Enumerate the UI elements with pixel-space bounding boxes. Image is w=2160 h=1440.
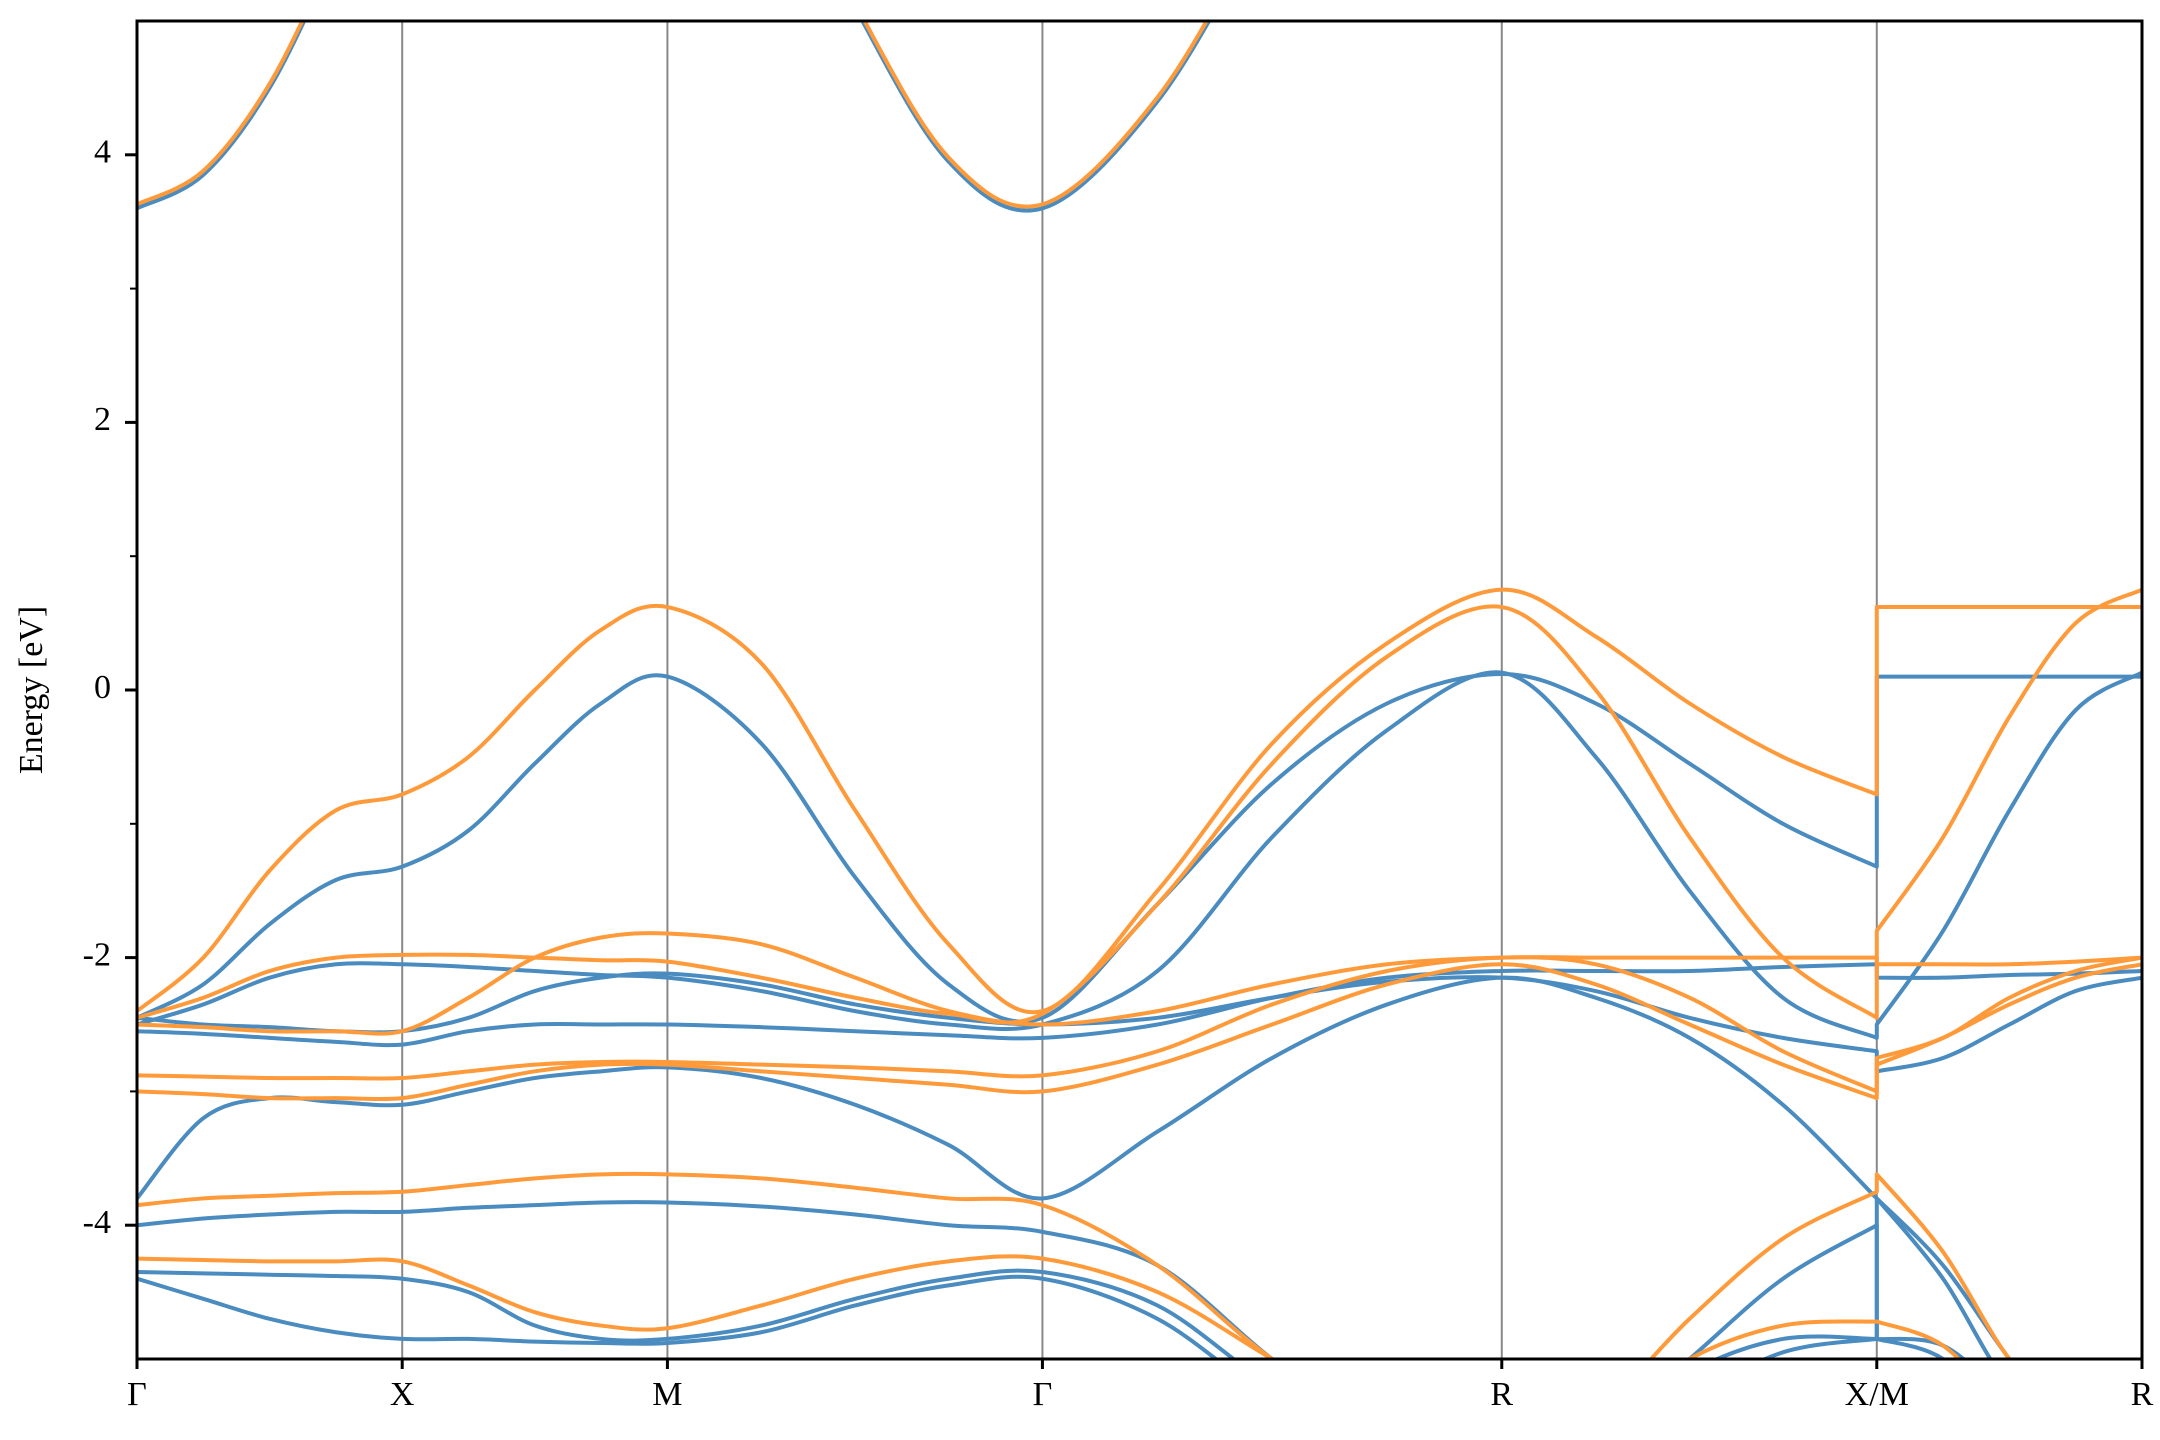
x-tick-label: R [1490, 1376, 1513, 1413]
x-tick-label: Γ [127, 1376, 147, 1413]
axes: Γ X M Γ R X/M R -4 -2 0 2 4 [83, 19, 2154, 1413]
band-line [137, 962, 2142, 1102]
band-line [137, 1268, 1947, 1359]
band-line [137, 670, 2142, 1040]
band-line [137, 1254, 1962, 1359]
y-axis-label: Energy [eV] [13, 606, 50, 774]
y-tick-label: 0 [94, 669, 111, 706]
x-tick-label: M [652, 1376, 682, 1413]
band-line [137, 587, 2142, 1015]
band-line [137, 1171, 2012, 1359]
band-line [137, 21, 1212, 213]
plot-frame [135, 19, 2144, 1361]
y-tick-label: -2 [83, 936, 111, 973]
y-tick-label: 2 [94, 401, 111, 438]
band-line [137, 955, 2142, 1094]
x-tick-label: Γ [1033, 1376, 1053, 1413]
band-line [137, 931, 2142, 1036]
x-tick-label: R [2131, 1376, 2154, 1413]
y-tick-label: -4 [83, 1204, 111, 1241]
grid [136, 21, 2143, 1359]
band-line [137, 21, 1209, 209]
band-line [137, 671, 2142, 1024]
band-line [137, 1200, 1967, 1359]
band-line [137, 1196, 2012, 1359]
band-line [137, 962, 2142, 1048]
y-tick-label: 4 [94, 134, 111, 171]
x-tick-label: X [390, 1376, 415, 1413]
bands [137, 21, 2142, 1359]
x-tick-label: X/M [1845, 1376, 1909, 1413]
band-line [137, 587, 2142, 1025]
